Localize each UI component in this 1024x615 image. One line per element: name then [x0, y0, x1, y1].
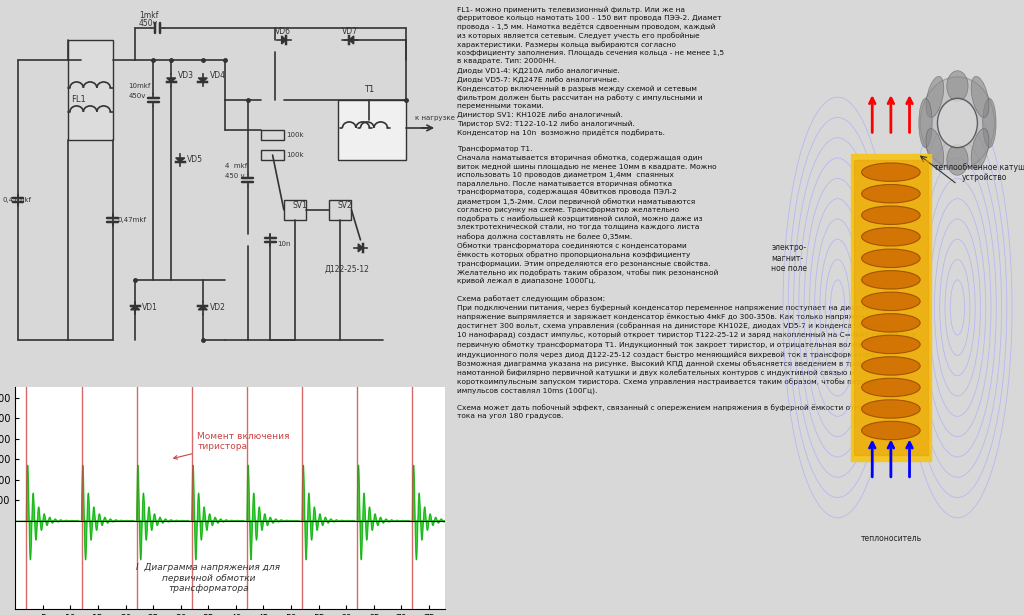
Ellipse shape: [926, 129, 944, 170]
Bar: [329, 200, 351, 220]
Ellipse shape: [861, 292, 921, 311]
Ellipse shape: [861, 163, 921, 181]
Ellipse shape: [861, 271, 921, 289]
Text: 10n: 10n: [278, 241, 291, 247]
Text: 0,47mkf: 0,47mkf: [117, 217, 146, 223]
Bar: [284, 200, 306, 220]
Text: FL1: FL1: [72, 95, 86, 105]
Text: Д122-25-12: Д122-25-12: [325, 265, 370, 274]
Ellipse shape: [861, 228, 921, 246]
Ellipse shape: [926, 76, 944, 117]
Ellipse shape: [861, 400, 921, 418]
Bar: [261, 150, 284, 160]
Bar: [854, 160, 928, 455]
Text: VD5: VD5: [187, 156, 203, 164]
Text: T1: T1: [365, 85, 375, 94]
Text: 100k: 100k: [286, 132, 304, 138]
Text: теплоноситель: теплоноситель: [860, 534, 922, 543]
Text: к нагрузке: к нагрузке: [415, 115, 455, 121]
Ellipse shape: [947, 145, 968, 175]
Text: SV2: SV2: [338, 201, 352, 210]
Polygon shape: [199, 306, 207, 310]
Ellipse shape: [861, 378, 921, 397]
Ellipse shape: [861, 184, 921, 203]
Text: VD1: VD1: [142, 303, 158, 312]
Polygon shape: [349, 36, 353, 44]
Text: 450v: 450v: [128, 93, 145, 99]
Ellipse shape: [971, 76, 989, 117]
Ellipse shape: [921, 77, 994, 169]
Polygon shape: [358, 244, 362, 252]
Text: VD4: VD4: [210, 71, 225, 81]
Bar: [338, 100, 406, 160]
Polygon shape: [282, 36, 286, 44]
Bar: [261, 130, 284, 140]
Polygon shape: [176, 158, 184, 162]
Ellipse shape: [938, 98, 977, 148]
Ellipse shape: [861, 206, 921, 224]
Polygon shape: [131, 306, 139, 310]
Text: VD6: VD6: [274, 28, 291, 36]
Text: Момент включения
тиристора: Момент включения тиристора: [174, 432, 290, 459]
Text: электро-
магнит-
ное поле: электро- магнит- ное поле: [771, 244, 807, 273]
Ellipse shape: [983, 98, 996, 148]
Text: 4  mkf: 4 mkf: [225, 163, 248, 169]
Text: I  Диаграмма напряжения для
первичной обмотки
трансформатора: I Диаграмма напряжения для первичной обм…: [136, 563, 281, 593]
Polygon shape: [167, 78, 176, 82]
Text: 0,47mkf: 0,47mkf: [2, 197, 32, 203]
Ellipse shape: [861, 421, 921, 440]
Text: теплообменное катушка
устройство: теплообменное катушка устройство: [934, 162, 1024, 182]
Text: 1mkf: 1mkf: [139, 11, 159, 20]
Text: 450v: 450v: [139, 19, 159, 28]
Text: 450 v: 450 v: [225, 173, 245, 179]
Text: 10mkf: 10mkf: [128, 83, 151, 89]
Text: FL1- можно применить телевизионный фильтр. Или же на
ферритовое кольцо намотать : FL1- можно применить телевизионный фильт…: [457, 6, 915, 419]
Ellipse shape: [861, 314, 921, 332]
Ellipse shape: [919, 98, 932, 148]
Ellipse shape: [861, 249, 921, 268]
Ellipse shape: [861, 335, 921, 354]
Bar: [851, 154, 931, 461]
Polygon shape: [199, 78, 207, 82]
Ellipse shape: [947, 71, 968, 101]
Ellipse shape: [861, 357, 921, 375]
Text: VD2: VD2: [210, 303, 225, 312]
Text: VD7: VD7: [342, 28, 358, 36]
Bar: [68, 40, 113, 140]
Text: 100k: 100k: [286, 152, 304, 158]
Text: VD3: VD3: [178, 71, 194, 81]
Ellipse shape: [971, 129, 989, 170]
Text: SV1: SV1: [293, 201, 307, 210]
